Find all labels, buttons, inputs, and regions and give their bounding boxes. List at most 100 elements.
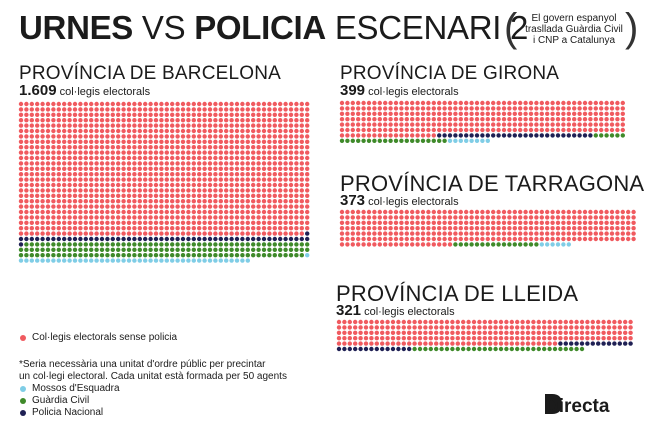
count-unit-lleida: col·legis electorals <box>364 306 455 318</box>
waffle-dot <box>520 336 525 341</box>
waffle-dot <box>245 182 250 188</box>
waffle-dot <box>170 139 175 144</box>
waffle-dot <box>442 138 447 143</box>
waffle-dot <box>18 166 24 171</box>
waffle-dot <box>175 253 180 258</box>
waffle-dot <box>94 101 99 107</box>
waffle-dot <box>78 236 83 242</box>
waffle-dot <box>148 242 153 247</box>
waffle-dot <box>240 193 245 198</box>
waffle-dot <box>585 336 590 341</box>
waffle-dot <box>272 220 277 225</box>
waffle-dot <box>240 139 245 144</box>
waffle-dot <box>29 118 34 123</box>
waffle-dot <box>547 341 552 346</box>
waffle-dot <box>404 226 409 231</box>
waffle-dot <box>396 330 401 335</box>
waffle-dot <box>442 242 447 247</box>
waffle-dot <box>606 336 612 341</box>
waffle-dot <box>132 123 137 128</box>
waffle-dot <box>450 330 455 335</box>
waffle-dot <box>137 199 142 204</box>
waffle-dot <box>110 112 116 118</box>
waffle-dot <box>288 134 294 139</box>
waffle-dot <box>374 330 379 335</box>
waffle-dot <box>444 336 450 341</box>
waffle-dot <box>191 166 196 171</box>
waffle-dot <box>121 220 126 225</box>
waffle-dot <box>126 231 132 236</box>
waffle-dot <box>143 123 148 128</box>
waffle-dot <box>577 117 582 122</box>
waffle-dot <box>207 182 213 188</box>
waffle-dot <box>61 231 67 236</box>
waffle-dot <box>339 122 345 127</box>
waffle-dot <box>159 199 164 204</box>
waffle-dot <box>83 101 89 107</box>
waffle-dot <box>240 112 245 118</box>
waffle-dot <box>474 133 480 138</box>
waffle-dot <box>40 112 45 118</box>
waffle-dot <box>56 220 61 225</box>
waffle-dot <box>496 111 501 117</box>
waffle-dot <box>542 330 547 335</box>
waffle-dot <box>159 166 164 171</box>
waffle-dot <box>366 209 372 215</box>
waffle-dot <box>213 215 218 220</box>
waffle-dot <box>186 231 191 236</box>
waffle-dot <box>132 128 137 134</box>
waffle-dot <box>72 118 78 123</box>
waffle-dot <box>423 319 428 325</box>
waffle-dot <box>305 118 310 123</box>
waffle-dot <box>283 199 288 204</box>
waffle-dot <box>267 177 272 182</box>
waffle-dot <box>148 166 153 171</box>
waffle-dot <box>72 139 78 144</box>
waffle-dot <box>552 319 558 325</box>
waffle-dot <box>132 145 137 150</box>
waffle-dot <box>45 188 51 193</box>
waffle-dot <box>78 199 83 204</box>
waffle-dot <box>356 236 361 242</box>
waffle-dot <box>89 112 94 118</box>
waffle-dot <box>426 215 431 220</box>
waffle-dot <box>415 138 420 143</box>
waffle-dot <box>534 215 539 220</box>
waffle-dot <box>78 188 83 193</box>
waffle-dot <box>439 325 444 330</box>
waffle-dot <box>175 139 180 144</box>
waffle-dot <box>170 231 175 236</box>
waffle-dot <box>197 231 202 236</box>
waffle-dot <box>283 128 288 134</box>
waffle-dot <box>213 118 218 123</box>
waffle-dot <box>78 226 83 231</box>
waffle-dot <box>234 193 240 198</box>
waffle-dot <box>148 231 153 236</box>
waffle-dot <box>288 145 294 150</box>
waffle-dot <box>175 161 180 166</box>
waffle-dot <box>305 172 310 177</box>
waffle-dot <box>572 117 577 122</box>
waffle-dot <box>191 134 196 139</box>
waffle-dot <box>401 336 406 341</box>
waffle-dot <box>72 155 78 161</box>
waffle-dot <box>339 133 345 138</box>
waffle-dot <box>528 209 534 215</box>
waffle-dot <box>528 122 534 127</box>
waffle-dot <box>256 182 261 188</box>
waffle-dot <box>132 172 137 177</box>
waffle-dot <box>170 247 175 252</box>
waffle-dot <box>256 145 261 150</box>
waffle-dot <box>345 138 350 143</box>
waffle-dot <box>399 138 404 143</box>
waffle-dot <box>24 188 29 193</box>
waffle-dot <box>426 117 431 122</box>
waffle-dot <box>40 231 45 236</box>
waffle-dot <box>442 133 447 138</box>
waffle-dot <box>474 236 480 242</box>
waffle-dot <box>67 172 72 177</box>
waffle-dot <box>474 226 480 231</box>
waffle-dot <box>407 346 412 352</box>
waffle-dot <box>383 226 388 231</box>
waffle-dot <box>615 111 620 117</box>
